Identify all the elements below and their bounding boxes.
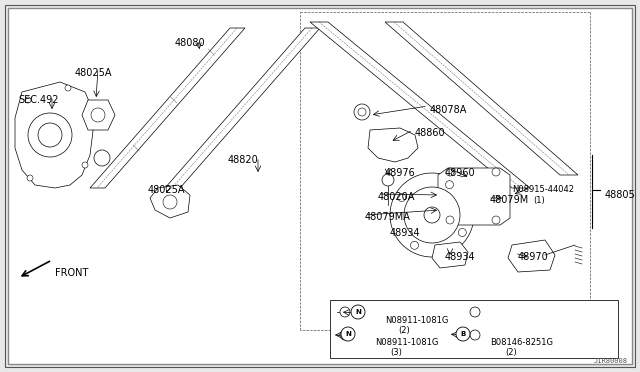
Polygon shape xyxy=(385,22,578,175)
Circle shape xyxy=(354,104,370,120)
Text: 48080: 48080 xyxy=(175,38,205,48)
Text: 48934: 48934 xyxy=(390,228,420,238)
Circle shape xyxy=(470,330,480,340)
Text: FRONT: FRONT xyxy=(55,268,88,278)
Circle shape xyxy=(82,162,88,168)
Text: 48970: 48970 xyxy=(518,252,548,262)
Text: N: N xyxy=(345,331,351,337)
Text: 48960: 48960 xyxy=(445,168,476,178)
Circle shape xyxy=(351,305,365,319)
Circle shape xyxy=(91,108,105,122)
Circle shape xyxy=(38,123,62,147)
Text: (3): (3) xyxy=(390,348,402,357)
Circle shape xyxy=(25,97,31,103)
Circle shape xyxy=(163,195,177,209)
Circle shape xyxy=(456,327,470,341)
Text: 48860: 48860 xyxy=(415,128,445,138)
Circle shape xyxy=(445,181,454,189)
Text: N08911-1081G: N08911-1081G xyxy=(385,316,449,325)
Circle shape xyxy=(404,187,460,243)
Text: 48078A: 48078A xyxy=(430,105,467,115)
Text: 48079M: 48079M xyxy=(490,195,529,205)
Circle shape xyxy=(424,207,440,223)
Circle shape xyxy=(390,173,474,257)
Polygon shape xyxy=(508,240,555,272)
Polygon shape xyxy=(310,22,530,188)
Circle shape xyxy=(65,85,71,91)
Circle shape xyxy=(410,241,419,249)
Text: (1): (1) xyxy=(533,196,545,205)
Polygon shape xyxy=(438,168,510,225)
Circle shape xyxy=(85,107,91,113)
Polygon shape xyxy=(90,28,245,188)
Circle shape xyxy=(94,150,110,166)
Polygon shape xyxy=(432,242,468,268)
Circle shape xyxy=(470,307,480,317)
Circle shape xyxy=(458,228,467,237)
Bar xyxy=(330,300,618,358)
Text: (2): (2) xyxy=(505,348,516,357)
Circle shape xyxy=(382,174,394,186)
Text: B08146-8251G: B08146-8251G xyxy=(490,338,553,347)
Polygon shape xyxy=(150,185,190,218)
Circle shape xyxy=(492,168,500,176)
Text: 48805: 48805 xyxy=(605,190,636,200)
Text: 48025A: 48025A xyxy=(148,185,186,195)
Circle shape xyxy=(341,327,355,341)
Polygon shape xyxy=(368,128,418,162)
Text: J1R80008: J1R80008 xyxy=(594,358,628,364)
Polygon shape xyxy=(165,28,320,188)
Circle shape xyxy=(446,216,454,224)
Polygon shape xyxy=(15,82,95,188)
Circle shape xyxy=(446,168,454,176)
Circle shape xyxy=(492,216,500,224)
Text: N: N xyxy=(355,309,361,315)
Text: N08911-1081G: N08911-1081G xyxy=(375,338,438,347)
Text: 48079MA: 48079MA xyxy=(365,212,411,222)
Text: 48934: 48934 xyxy=(445,252,476,262)
Text: (2): (2) xyxy=(398,326,410,335)
Text: 48820: 48820 xyxy=(228,155,259,165)
Circle shape xyxy=(28,113,72,157)
Circle shape xyxy=(27,175,33,181)
Text: B: B xyxy=(460,331,466,337)
Polygon shape xyxy=(82,100,115,130)
Text: 48020A: 48020A xyxy=(378,192,415,202)
Circle shape xyxy=(397,193,406,202)
Text: 48025A: 48025A xyxy=(75,68,113,78)
Text: N08915-44042: N08915-44042 xyxy=(512,185,574,194)
Circle shape xyxy=(340,307,350,317)
Text: 48976: 48976 xyxy=(385,168,416,178)
Circle shape xyxy=(358,108,366,116)
Text: SEC.492: SEC.492 xyxy=(18,95,58,105)
Circle shape xyxy=(340,330,350,340)
